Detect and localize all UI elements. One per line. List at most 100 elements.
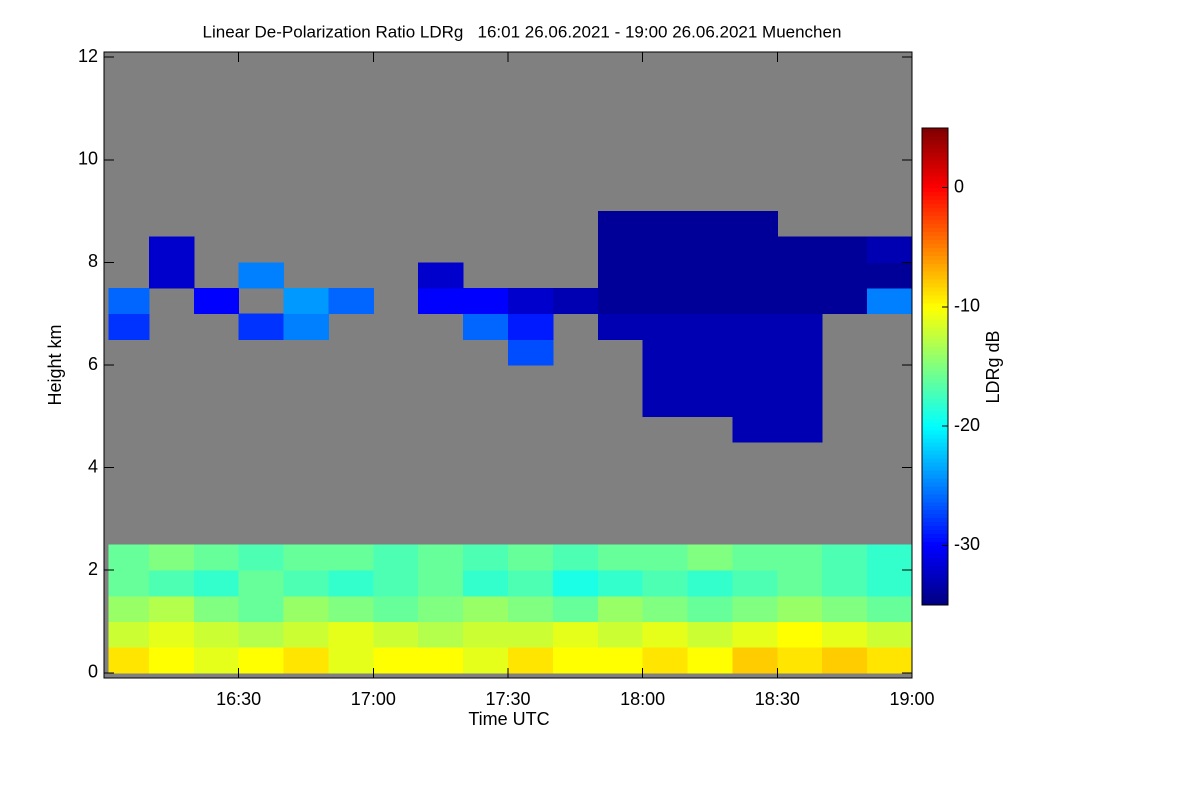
heatmap-cell xyxy=(687,544,733,571)
y-tick-label: 12 xyxy=(78,46,98,66)
heatmap-cell xyxy=(508,595,554,623)
heatmap-cell xyxy=(238,595,285,623)
heatmap-cell xyxy=(552,288,599,315)
heatmap-cell xyxy=(642,621,689,648)
heatmap-cell xyxy=(463,544,509,571)
heatmap-cell xyxy=(508,647,554,674)
colorbar-swatch xyxy=(922,283,948,288)
colorbar-swatch xyxy=(922,334,948,340)
colorbar-swatch xyxy=(922,557,948,562)
heatmap-cell xyxy=(732,416,778,443)
colorbar-swatch xyxy=(922,489,948,495)
colorbar-swatch xyxy=(922,473,948,479)
heatmap-cell xyxy=(283,647,329,674)
colorbar-swatch xyxy=(922,553,948,558)
heatmap-cell xyxy=(463,313,509,340)
colorbar-swatch xyxy=(922,167,948,173)
colorbar-swatch xyxy=(922,247,948,252)
heatmap-cell xyxy=(418,544,464,571)
colorbar-swatch xyxy=(922,418,948,423)
heatmap-cell xyxy=(687,647,733,674)
colorbar-swatch xyxy=(922,601,948,606)
colorbar-swatch xyxy=(922,422,948,427)
chart-title: Linear De-Polarization Ratio LDRg 16:01 … xyxy=(203,22,842,41)
colorbar-swatch xyxy=(922,585,948,590)
colorbar-swatch xyxy=(922,378,948,383)
colorbar-swatch xyxy=(922,438,948,443)
heatmap-cell xyxy=(777,288,823,315)
colorbar-swatch xyxy=(922,350,948,356)
colorbar-swatch xyxy=(922,314,948,320)
colorbar-swatch xyxy=(922,322,948,328)
heatmap-cell xyxy=(283,595,329,623)
heatmap-cell xyxy=(777,365,823,392)
colorbar-swatch xyxy=(922,235,948,240)
colorbar-tick-label: -10 xyxy=(954,296,980,316)
x-tick-label: 18:30 xyxy=(755,689,800,709)
heatmap-cell xyxy=(822,647,868,674)
heatmap-cell xyxy=(238,544,285,571)
heatmap-cell xyxy=(732,390,778,417)
heatmap-cell xyxy=(148,236,195,263)
heatmap-cell xyxy=(283,288,329,315)
heatmap-cell xyxy=(642,595,689,623)
x-tick-label: 18:00 xyxy=(620,689,665,709)
heatmap-cell xyxy=(597,211,644,238)
heatmap-cell xyxy=(597,595,644,623)
heatmap-cell xyxy=(508,544,554,571)
colorbar-swatch xyxy=(922,414,948,419)
heatmap-cell xyxy=(283,621,329,648)
heatmap-cell xyxy=(642,262,689,289)
colorbar-swatch xyxy=(922,263,948,268)
heatmap-cell xyxy=(418,595,464,623)
colorbar-swatch xyxy=(922,207,948,213)
colorbar-swatch xyxy=(922,477,948,483)
heatmap-cell xyxy=(732,621,778,648)
colorbar-swatch xyxy=(922,267,948,272)
heatmap-cell xyxy=(732,647,778,674)
colorbar-swatch xyxy=(922,215,948,221)
heatmap-cell xyxy=(687,390,733,417)
colorbar-swatch xyxy=(922,187,948,193)
heatmap-cell xyxy=(687,339,733,366)
heatmap-cell xyxy=(867,262,913,289)
heatmap-cell xyxy=(642,313,689,340)
colorbar-swatch xyxy=(922,398,948,403)
heatmap-cell xyxy=(108,570,150,597)
colorbar-swatch xyxy=(922,497,948,503)
y-tick-label: 0 xyxy=(88,662,98,682)
colorbar-swatch xyxy=(922,175,948,181)
colorbar-swatch xyxy=(922,211,948,217)
colorbar-tick-label: 0 xyxy=(954,176,964,196)
heatmap-cell xyxy=(867,621,913,648)
heatmap-cell xyxy=(777,544,823,571)
heatmap-cell xyxy=(822,621,868,648)
heatmap-cell xyxy=(552,595,599,623)
colorbar-swatch xyxy=(922,374,948,380)
colorbar-swatch xyxy=(922,410,948,415)
heatmap-cell xyxy=(597,621,644,648)
heatmap-cell xyxy=(777,390,823,417)
heatmap-cell xyxy=(148,621,195,648)
colorbar-tick-label: -30 xyxy=(954,534,980,554)
colorbar-swatch xyxy=(922,505,948,511)
heatmap-cell xyxy=(732,365,778,392)
colorbar-swatch xyxy=(922,330,948,336)
x-axis-label: Time UTC xyxy=(468,709,549,729)
colorbar-swatch xyxy=(922,255,948,260)
heatmap-cell xyxy=(193,570,240,597)
colorbar-swatch xyxy=(922,259,948,264)
colorbar-swatch xyxy=(922,159,948,165)
colorbar-swatch xyxy=(922,529,948,535)
colorbar-swatch xyxy=(922,155,948,161)
colorbar-swatch xyxy=(922,521,948,527)
heatmap-cell xyxy=(777,595,823,623)
heatmap-cell xyxy=(777,416,823,443)
heatmap-cell xyxy=(642,570,689,597)
heatmap-cell xyxy=(148,262,195,289)
colorbar-swatch xyxy=(922,537,948,542)
heatmap-cell xyxy=(732,211,778,238)
heatmap-cell xyxy=(418,570,464,597)
heatmap-cell xyxy=(508,621,554,648)
